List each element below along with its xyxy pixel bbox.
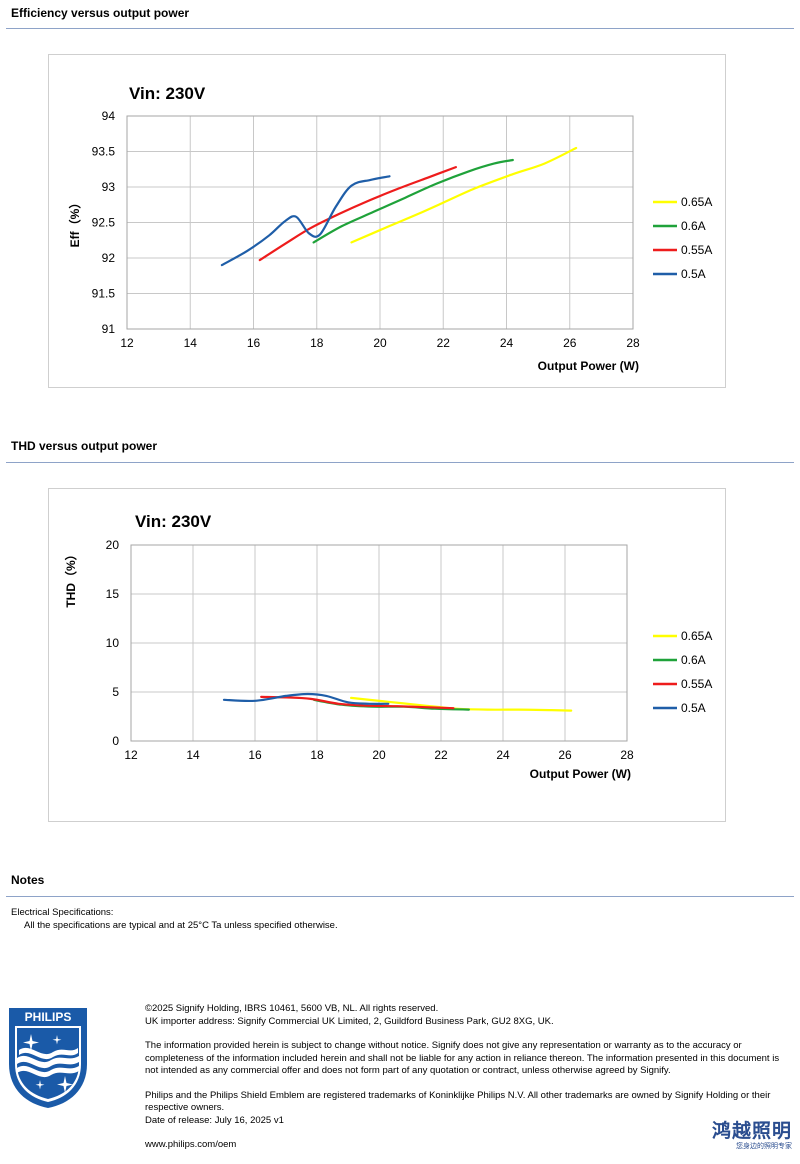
notes-heading: Electrical Specifications: [11, 907, 114, 918]
x-tick-label: 16 [247, 336, 261, 350]
x-tick-label: 26 [563, 336, 577, 350]
y-tick-label: 94 [102, 109, 116, 123]
notes-line: All the specifications are typical and a… [24, 920, 338, 931]
efficiency-chart-svg: 12 14 16 18 20 22 24 26 28 91 91.5 92 92.5 93 93.5 94 Vi… [67, 84, 712, 373]
footer-legal: ©2025 Signify Holding, IBRS 10461, 5600 … [145, 1003, 790, 1164]
x-tick-label: 14 [184, 336, 198, 350]
footer-release-date: Date of release: July 16, 2025 v1 [145, 1114, 284, 1126]
section-divider [6, 28, 794, 29]
x-axis-label: Output Power (W) [530, 767, 631, 781]
plot-area-border [130, 544, 628, 742]
series-line-0.5A [220, 175, 391, 267]
x-tick-label: 16 [248, 748, 262, 762]
series-line-0.65A [350, 696, 573, 712]
watermark-stamp: 鸿越照明 您身边的照明专家 [712, 1122, 792, 1151]
stamp-sub-text: 您身边的照明专家 [736, 1143, 792, 1150]
legend-label: 0.6A [681, 653, 706, 667]
x-tick-label: 26 [558, 748, 572, 762]
footer-disclaimer: The information provided herein is subje… [145, 1040, 780, 1076]
thd-section-title: THD versus output power [11, 439, 158, 453]
x-tick-label: 20 [372, 748, 386, 762]
y-tick-label: 5 [112, 685, 119, 699]
y-tick-label: 20 [106, 538, 120, 552]
footer-copyright: ©2025 Signify Holding, IBRS 10461, 5600 … [145, 1003, 439, 1014]
x-tick-label: 18 [310, 336, 324, 350]
x-tick-label: 24 [500, 336, 514, 350]
section-divider [6, 462, 794, 463]
series-line-0.55A [260, 695, 455, 710]
efficiency-section-title: Efficiency versus output power [11, 6, 190, 20]
y-tick-label: 93 [102, 180, 116, 194]
x-tick-label: 28 [626, 336, 640, 350]
series-line-0.55A [258, 166, 457, 262]
thd-chart: 12 14 16 18 20 22 24 26 28 0 5 10 15 20 Vin: 230V Outpu… [48, 488, 726, 822]
y-axis-label: THD（%） [63, 548, 78, 607]
x-tick-label: 24 [496, 748, 510, 762]
y-tick-label: 10 [106, 636, 120, 650]
chart-title: Vin: 230V [129, 84, 206, 103]
series-line-0.65A [350, 146, 578, 244]
x-tick-label: 18 [310, 748, 324, 762]
legend-label: 0.65A [681, 195, 712, 209]
x-tick-label: 14 [186, 748, 200, 762]
efficiency-chart: 12 14 16 18 20 22 24 26 28 91 91.5 92 92.5 93 93.5 94 Vi… [48, 54, 726, 388]
stamp-main-text: 鸿越照明 [711, 1121, 792, 1142]
x-tick-label: 12 [124, 748, 138, 762]
notes-body: Electrical Specifications: All the speci… [11, 906, 338, 932]
legend-label: 0.55A [681, 677, 712, 691]
x-axis-label: Output Power (W) [538, 359, 639, 373]
thd-chart-svg: 12 14 16 18 20 22 24 26 28 0 5 10 15 20 Vin: 230V Outpu… [63, 512, 712, 781]
y-tick-label: 0 [112, 734, 119, 748]
plot-area-border [126, 115, 634, 330]
philips-shield-logo: PHILIPS [7, 1006, 89, 1115]
footer-trademark: Philips and the Philips Shield Emblem ar… [145, 1089, 771, 1114]
x-tick-label: 22 [437, 336, 451, 350]
legend-label: 0.6A [681, 219, 706, 233]
legend-label: 0.5A [681, 267, 706, 281]
footer-website-link[interactable]: www.philips.com/oem [145, 1139, 237, 1150]
x-tick-label: 22 [434, 748, 448, 762]
legend-label: 0.65A [681, 629, 712, 643]
x-tick-label: 12 [120, 336, 134, 350]
y-tick-label: 92 [102, 251, 116, 265]
y-axis-label: Eff（%） [67, 197, 82, 248]
notes-section-title: Notes [11, 873, 45, 887]
y-tick-label: 15 [106, 587, 120, 601]
y-tick-label: 91 [102, 322, 116, 336]
y-tick-label: 92.5 [92, 216, 116, 230]
chart-title: Vin: 230V [135, 512, 212, 531]
legend-label: 0.5A [681, 701, 706, 715]
section-divider [6, 896, 794, 897]
x-tick-label: 28 [620, 748, 634, 762]
y-tick-label: 93.5 [92, 145, 116, 159]
footer-importer: UK importer address: Signify Commercial … [145, 1015, 554, 1027]
x-tick-label: 20 [373, 336, 387, 350]
svg-text:PHILIPS: PHILIPS [25, 1010, 72, 1024]
series-line-0.6A [312, 158, 514, 244]
y-tick-label: 91.5 [92, 287, 116, 301]
series-line-0.5A [222, 692, 390, 705]
legend-label: 0.55A [681, 243, 712, 257]
